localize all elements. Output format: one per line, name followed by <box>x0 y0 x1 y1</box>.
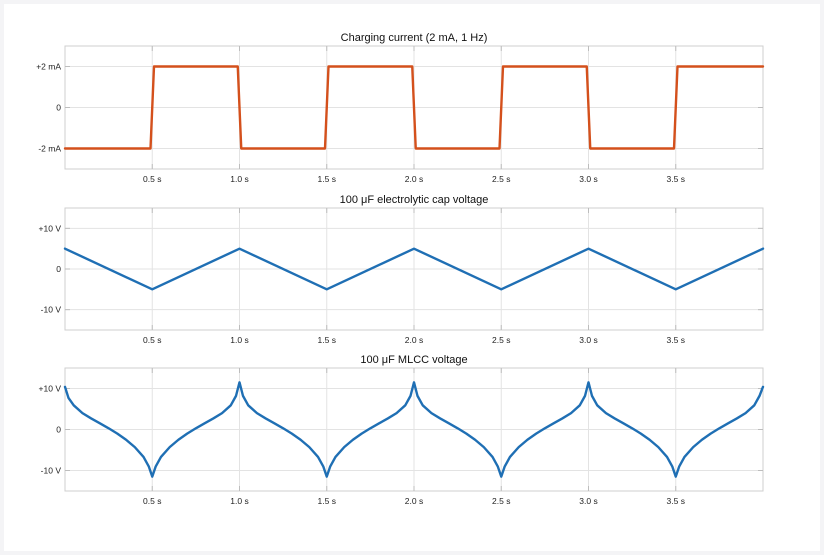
panel-2-series-line <box>63 247 765 291</box>
panel-1-x-tick-label: 2.5 s <box>492 174 510 184</box>
panel-1-x-tick-label: 3.0 s <box>579 174 597 184</box>
panel-1-series-line <box>63 65 765 150</box>
figure: Charging current (2 mA, 1 Hz) 0.5 s 1.0 s 1… <box>4 4 820 551</box>
panel-1-x-tick-label: 2.0 s <box>405 174 423 184</box>
panel-1-x-tick-label: 1.5 s <box>318 174 336 184</box>
panel-2-y-tick-label: 0 <box>56 264 61 274</box>
panel-3-x-tick-label: 0.5 s <box>143 496 161 506</box>
panel-3-series-line <box>63 381 765 478</box>
panel-1-y-tick-label: 0 <box>56 103 61 113</box>
panel-2-x-tick-label: 0.5 s <box>143 335 161 345</box>
panel-2-title: 100 μF electrolytic cap voltage <box>340 194 489 206</box>
panel-2-x-tick-label: 2.5 s <box>492 335 510 345</box>
panel-3-x-tick-label: 3.5 s <box>667 496 685 506</box>
panel-3-y-tick-label: +10 V <box>39 384 62 394</box>
panel-2-y-tick-label: -10 V <box>41 305 62 315</box>
chart-svg: Charging current (2 mA, 1 Hz) 0.5 s 1.0 s 1… <box>36 32 765 506</box>
panel-2-x-tick-label: 3.5 s <box>667 335 685 345</box>
panel-1-y-tick-label: -2 mA <box>38 144 61 154</box>
panel-3-x-tick-label: 2.0 s <box>405 496 423 506</box>
panel-1-x-tick-label: 3.5 s <box>667 174 685 184</box>
panel-3-x-tick-label: 3.0 s <box>579 496 597 506</box>
panel-1-title: Charging current (2 mA, 1 Hz) <box>341 32 488 44</box>
panel-3-x-tick-label: 1.5 s <box>318 496 336 506</box>
panel-3-x-tick-label: 2.5 s <box>492 496 510 506</box>
panel-2-x-tick-label: 1.0 s <box>230 335 248 345</box>
panel-3-y-tick-label: -10 V <box>41 466 62 476</box>
panel-3-title: 100 μF MLCC voltage <box>360 354 467 366</box>
panel-1-x-tick-label: 0.5 s <box>143 174 161 184</box>
panel-3-x-tick-label: 1.0 s <box>230 496 248 506</box>
panel-2-x-tick-label: 1.5 s <box>318 335 336 345</box>
panel-1-x-tick-label: 1.0 s <box>230 174 248 184</box>
panel-2-y-tick-label: +10 V <box>39 223 62 233</box>
panel-2-x-tick-label: 3.0 s <box>579 335 597 345</box>
panel-3-y-tick-label: 0 <box>56 425 61 435</box>
panel-2-x-tick-label: 2.0 s <box>405 335 423 345</box>
panel-1-y-tick-label: +2 mA <box>36 62 61 72</box>
